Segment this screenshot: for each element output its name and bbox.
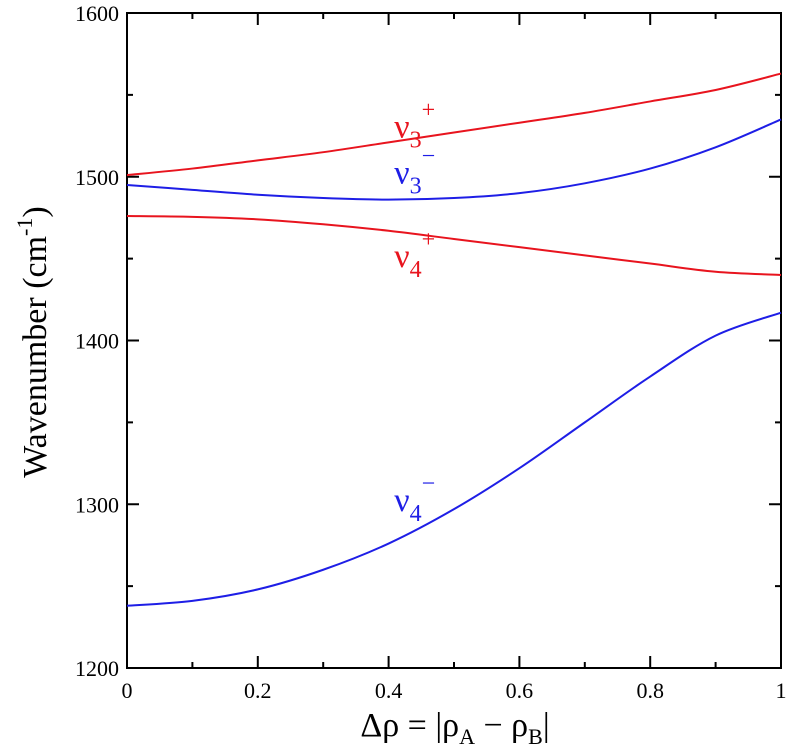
series-label-nu3-plus: ν3+	[394, 97, 435, 153]
y-axis-label-main: Wavenumber (cm	[17, 236, 54, 478]
y-axis-label-end: )	[17, 206, 54, 217]
y-axis-label: Wavenumber (cm-1)	[12, 206, 54, 477]
x-axis-ticks: 0 0.2 0.4 0.6 0.8 1	[122, 13, 787, 703]
series-label-superscript: −	[422, 471, 436, 497]
series-label-subscript: 3	[410, 173, 422, 199]
series-label-nu4-plus: ν4+	[394, 227, 435, 283]
x-tick-label: 0.6	[506, 678, 534, 703]
x-axis-label: Δρ = |ρA − ρB|	[360, 707, 549, 749]
plot-frame	[126, 12, 782, 669]
series-lines	[126, 72, 782, 607]
series-line-nu4-minus	[126, 311, 782, 607]
series-label-nu3-minus: ν3−	[394, 143, 435, 199]
series-label-superscript: +	[422, 227, 436, 253]
series-label-subscript: 4	[410, 257, 422, 283]
x-tick-label: 0	[122, 678, 133, 703]
series-line-nu3-plus	[126, 72, 782, 177]
x-tick-label: 1	[776, 678, 787, 703]
x-axis-label-sub-b: B	[528, 724, 543, 749]
series-labels: ν3+ν3−ν4+ν4−	[394, 97, 435, 526]
series-label-symbol: ν	[394, 154, 409, 191]
x-axis-label-main: Δρ = |ρ	[360, 707, 459, 744]
y-axis-ticks: 1200 1300 1400 1500 1600	[75, 1, 781, 681]
y-tick-label: 1400	[75, 329, 119, 354]
x-axis-label-end: |	[543, 707, 550, 744]
x-axis-label-minus: − ρ	[475, 707, 528, 744]
series-label-subscript: 3	[410, 127, 422, 153]
plot-border	[126, 12, 782, 669]
series-label-nu4-minus: ν4−	[394, 471, 435, 527]
series-label-superscript: +	[422, 97, 436, 123]
y-axis-label-sup: -1	[12, 218, 37, 236]
y-tick-label: 1500	[75, 165, 119, 190]
y-tick-label: 1200	[75, 656, 119, 681]
y-tick-label: 1600	[75, 1, 119, 26]
series-line-nu4-plus	[126, 215, 782, 276]
x-tick-label: 0.2	[244, 678, 272, 703]
series-label-symbol: ν	[394, 482, 409, 519]
x-axis-label-sub-a: A	[459, 724, 475, 749]
series-line-nu3-minus	[126, 118, 782, 201]
series-label-symbol: ν	[394, 108, 409, 145]
series-label-superscript: −	[422, 143, 436, 169]
x-tick-label: 0.8	[636, 678, 664, 703]
series-label-subscript: 4	[410, 501, 422, 527]
y-tick-label: 1300	[75, 492, 119, 517]
series-label-symbol: ν	[394, 238, 409, 275]
x-tick-label: 0.4	[375, 678, 403, 703]
